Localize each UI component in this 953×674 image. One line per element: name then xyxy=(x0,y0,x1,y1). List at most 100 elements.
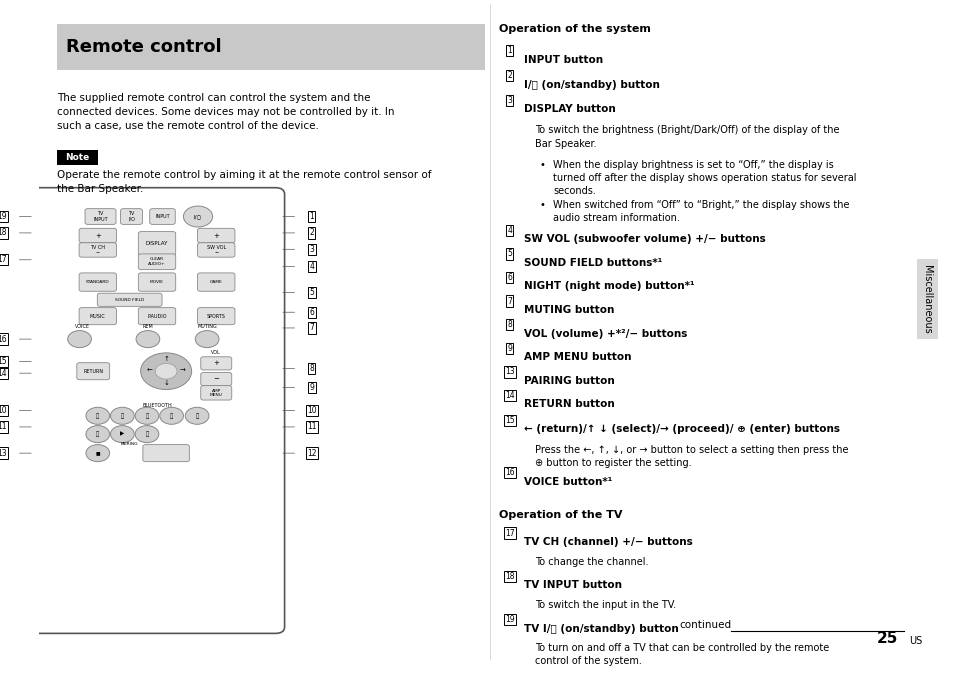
FancyBboxPatch shape xyxy=(120,209,142,224)
Text: +: + xyxy=(213,361,219,367)
FancyBboxPatch shape xyxy=(197,228,234,243)
Text: To switch the brightness (Bright/Dark/Off) of the display of the
Bar Speaker.: To switch the brightness (Bright/Dark/Of… xyxy=(535,125,839,149)
Text: TV
INPUT: TV INPUT xyxy=(93,211,108,222)
Text: 16: 16 xyxy=(0,334,7,344)
Circle shape xyxy=(86,445,110,462)
Circle shape xyxy=(111,407,134,425)
Text: 1: 1 xyxy=(309,212,314,221)
Text: continued: continued xyxy=(679,620,730,630)
Text: 2: 2 xyxy=(309,228,314,237)
Text: MUTING button: MUTING button xyxy=(524,305,614,315)
FancyBboxPatch shape xyxy=(57,150,98,164)
Text: To change the channel.: To change the channel. xyxy=(535,557,648,567)
Text: −: − xyxy=(213,376,219,382)
FancyBboxPatch shape xyxy=(138,254,175,270)
Text: Operation of the TV: Operation of the TV xyxy=(498,510,621,520)
FancyBboxPatch shape xyxy=(79,273,116,291)
Text: MOVIE: MOVIE xyxy=(150,280,164,284)
FancyBboxPatch shape xyxy=(197,273,234,291)
Text: RETURN button: RETURN button xyxy=(524,400,615,409)
Circle shape xyxy=(155,363,177,379)
Text: STANDARD: STANDARD xyxy=(86,280,110,284)
Text: 16: 16 xyxy=(504,468,514,477)
Text: SOUND FIELD: SOUND FIELD xyxy=(115,298,144,302)
Circle shape xyxy=(86,425,110,443)
FancyBboxPatch shape xyxy=(200,373,232,386)
Circle shape xyxy=(136,330,159,348)
Text: I/⏻ (on/standby) button: I/⏻ (on/standby) button xyxy=(524,80,659,90)
Text: PAIRING: PAIRING xyxy=(121,442,138,446)
Text: Operate the remote control by aiming it at the remote control sensor of
the Bar : Operate the remote control by aiming it … xyxy=(57,170,431,194)
Text: 13: 13 xyxy=(504,367,514,376)
Text: NIGHT (night mode) button*¹: NIGHT (night mode) button*¹ xyxy=(524,282,694,291)
Text: 10: 10 xyxy=(307,406,316,415)
Text: 13: 13 xyxy=(0,449,7,458)
Text: MUSIC: MUSIC xyxy=(90,313,106,319)
Text: US: US xyxy=(908,636,922,646)
Text: 8: 8 xyxy=(309,364,314,373)
Text: SW VOL
−: SW VOL − xyxy=(207,245,226,255)
FancyBboxPatch shape xyxy=(79,243,116,257)
Circle shape xyxy=(135,425,159,443)
Text: TV
I/O: TV I/O xyxy=(128,211,134,222)
Text: 6: 6 xyxy=(507,273,512,282)
Text: 7: 7 xyxy=(507,297,512,305)
Text: ⏮: ⏮ xyxy=(96,413,99,419)
Text: 1: 1 xyxy=(507,47,512,55)
Text: ⏸: ⏸ xyxy=(121,413,124,419)
Text: 19: 19 xyxy=(0,212,7,221)
Text: 17: 17 xyxy=(504,528,514,538)
Text: 18: 18 xyxy=(0,228,7,237)
Text: 25: 25 xyxy=(876,632,898,646)
FancyBboxPatch shape xyxy=(200,386,232,400)
Text: ⏭: ⏭ xyxy=(195,413,198,419)
Text: REM: REM xyxy=(142,324,153,330)
Text: 15: 15 xyxy=(504,416,514,425)
Circle shape xyxy=(86,407,110,425)
Text: 5: 5 xyxy=(507,249,512,258)
FancyBboxPatch shape xyxy=(57,24,484,69)
Text: ▶: ▶ xyxy=(120,431,125,437)
Circle shape xyxy=(111,425,134,443)
FancyBboxPatch shape xyxy=(150,209,175,224)
Text: •: • xyxy=(539,160,545,169)
Text: 14: 14 xyxy=(504,391,514,400)
Text: 9: 9 xyxy=(309,383,314,392)
Text: Note: Note xyxy=(65,153,90,162)
Text: 3: 3 xyxy=(309,245,314,254)
FancyBboxPatch shape xyxy=(138,307,175,325)
FancyBboxPatch shape xyxy=(200,357,232,370)
Text: VOICE button*¹: VOICE button*¹ xyxy=(524,477,612,487)
FancyBboxPatch shape xyxy=(143,445,190,462)
Circle shape xyxy=(185,407,209,425)
Text: PAIRING button: PAIRING button xyxy=(524,376,615,386)
Text: 2: 2 xyxy=(507,71,512,80)
Circle shape xyxy=(135,407,159,425)
Circle shape xyxy=(183,206,213,227)
Text: VOL (volume) +*²/− buttons: VOL (volume) +*²/− buttons xyxy=(524,329,687,338)
Text: ← (return)/↑ ↓ (select)/→ (proceed)/ ⊕ (enter) buttons: ← (return)/↑ ↓ (select)/→ (proceed)/ ⊕ (… xyxy=(524,425,840,434)
Text: SOUND FIELD buttons*¹: SOUND FIELD buttons*¹ xyxy=(524,258,661,268)
Text: TV I/⏻ (on/standby) button: TV I/⏻ (on/standby) button xyxy=(524,623,679,634)
FancyBboxPatch shape xyxy=(138,273,175,291)
Text: To switch the input in the TV.: To switch the input in the TV. xyxy=(535,600,676,610)
Text: To turn on and off a TV that can be controlled by the remote
control of the syst: To turn on and off a TV that can be cont… xyxy=(535,643,828,667)
Text: +: + xyxy=(213,233,219,239)
FancyBboxPatch shape xyxy=(79,228,116,243)
Text: 4: 4 xyxy=(507,226,512,235)
Text: CLEAR
AUDIO+: CLEAR AUDIO+ xyxy=(148,257,166,266)
Circle shape xyxy=(159,407,183,425)
Text: GAME: GAME xyxy=(210,280,222,284)
Text: ↑: ↑ xyxy=(163,357,169,363)
Text: 3: 3 xyxy=(507,96,512,105)
Text: 10: 10 xyxy=(0,406,7,415)
Text: TV INPUT button: TV INPUT button xyxy=(524,580,621,590)
Text: ■: ■ xyxy=(95,451,100,456)
Text: When switched from “Off” to “Bright,” the display shows the
audio stream informa: When switched from “Off” to “Bright,” th… xyxy=(553,200,849,223)
Text: AMP
MENU: AMP MENU xyxy=(210,388,222,397)
Text: →: → xyxy=(179,368,186,374)
Text: 7: 7 xyxy=(309,324,314,332)
Text: TV CH (channel) +/− buttons: TV CH (channel) +/− buttons xyxy=(524,537,692,547)
Text: The supplied remote control can control the system and the
connected devices. So: The supplied remote control can control … xyxy=(57,92,394,131)
Text: 11: 11 xyxy=(0,423,7,431)
